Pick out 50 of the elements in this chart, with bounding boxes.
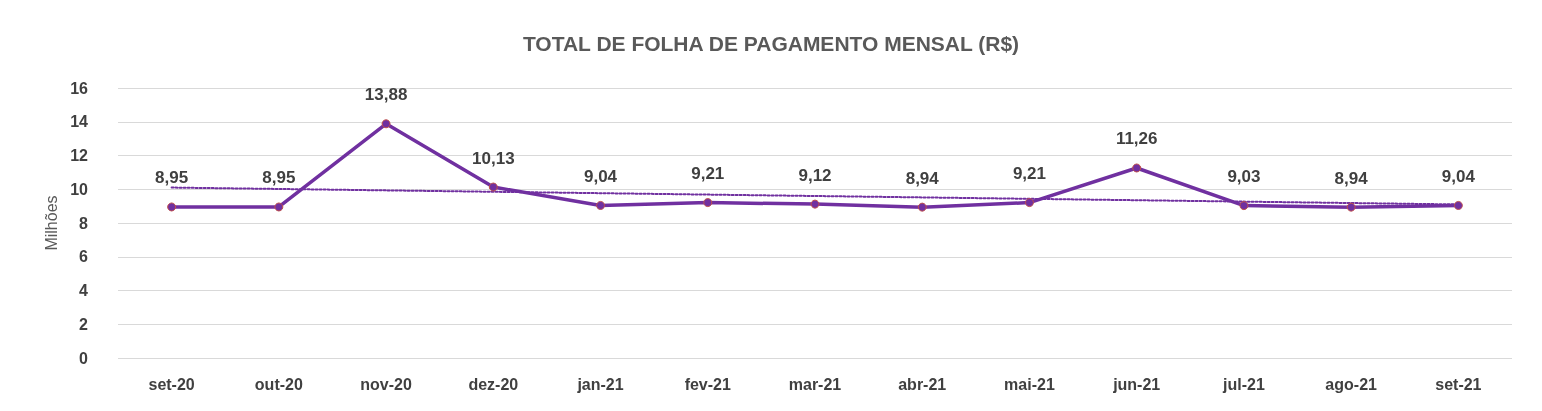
point <box>1024 198 1034 208</box>
chart-title: TOTAL DE FOLHA DE PAGAMENTO MENSAL (R$) <box>522 32 1020 55</box>
y-tick-label: 10 <box>70 180 89 198</box>
data-label: 13,88 <box>364 85 408 105</box>
point <box>1453 200 1463 210</box>
x-tick-label: mar-21 <box>788 375 842 393</box>
point <box>381 119 391 129</box>
y-tick-label: 4 <box>79 282 89 299</box>
x-tick-label: jun-21 <box>1112 375 1161 393</box>
y-tick-label: 0 <box>79 349 89 367</box>
data-label: 8,95 <box>262 168 296 188</box>
point <box>917 202 927 212</box>
x-tick-label: dez-20 <box>468 375 519 393</box>
data-label: 11,26 <box>1115 129 1158 149</box>
y-tick-label: 8 <box>79 214 89 232</box>
data-label: 9,12 <box>798 165 832 185</box>
point <box>1132 163 1142 173</box>
x-tick-label: out-20 <box>254 375 303 393</box>
y-tick-label: 14 <box>70 113 89 131</box>
data-label: 9,04 <box>583 166 618 186</box>
y-tick-label: 6 <box>79 248 89 266</box>
x-tick-label: jul-21 <box>1222 375 1265 393</box>
y-axis-title: Milhões <box>42 195 60 251</box>
x-tick-label: set-20 <box>148 375 195 393</box>
point <box>274 202 284 212</box>
x-tick-label: fev-21 <box>684 375 731 393</box>
point <box>167 202 177 212</box>
x-tick-label: nov-20 <box>360 375 412 393</box>
x-tick-label: abr-21 <box>898 375 947 393</box>
data-label: 8,94 <box>905 168 940 188</box>
point <box>703 198 713 208</box>
x-tick-label: jan-21 <box>576 375 624 393</box>
data-label: 9,04 <box>1441 166 1476 186</box>
data-label: 10,13 <box>472 148 515 168</box>
point <box>596 200 606 210</box>
x-tick-label: set-21 <box>1435 375 1482 393</box>
x-tick-label: ago-21 <box>1325 375 1378 393</box>
y-tick-label: 12 <box>70 147 89 164</box>
point <box>1346 202 1356 212</box>
data-label: 9,03 <box>1227 167 1261 187</box>
data-label: 8,94 <box>1334 168 1369 188</box>
data-label: 8,95 <box>155 168 189 188</box>
data-label: 9,21 <box>691 164 725 184</box>
point <box>810 199 820 209</box>
point <box>1239 201 1249 211</box>
data-label: 9,21 <box>1012 164 1047 184</box>
point <box>488 182 498 192</box>
x-tick-label: mai-21 <box>1004 375 1055 393</box>
y-tick-label: 2 <box>79 315 89 333</box>
y-tick-label: 16 <box>70 79 89 97</box>
